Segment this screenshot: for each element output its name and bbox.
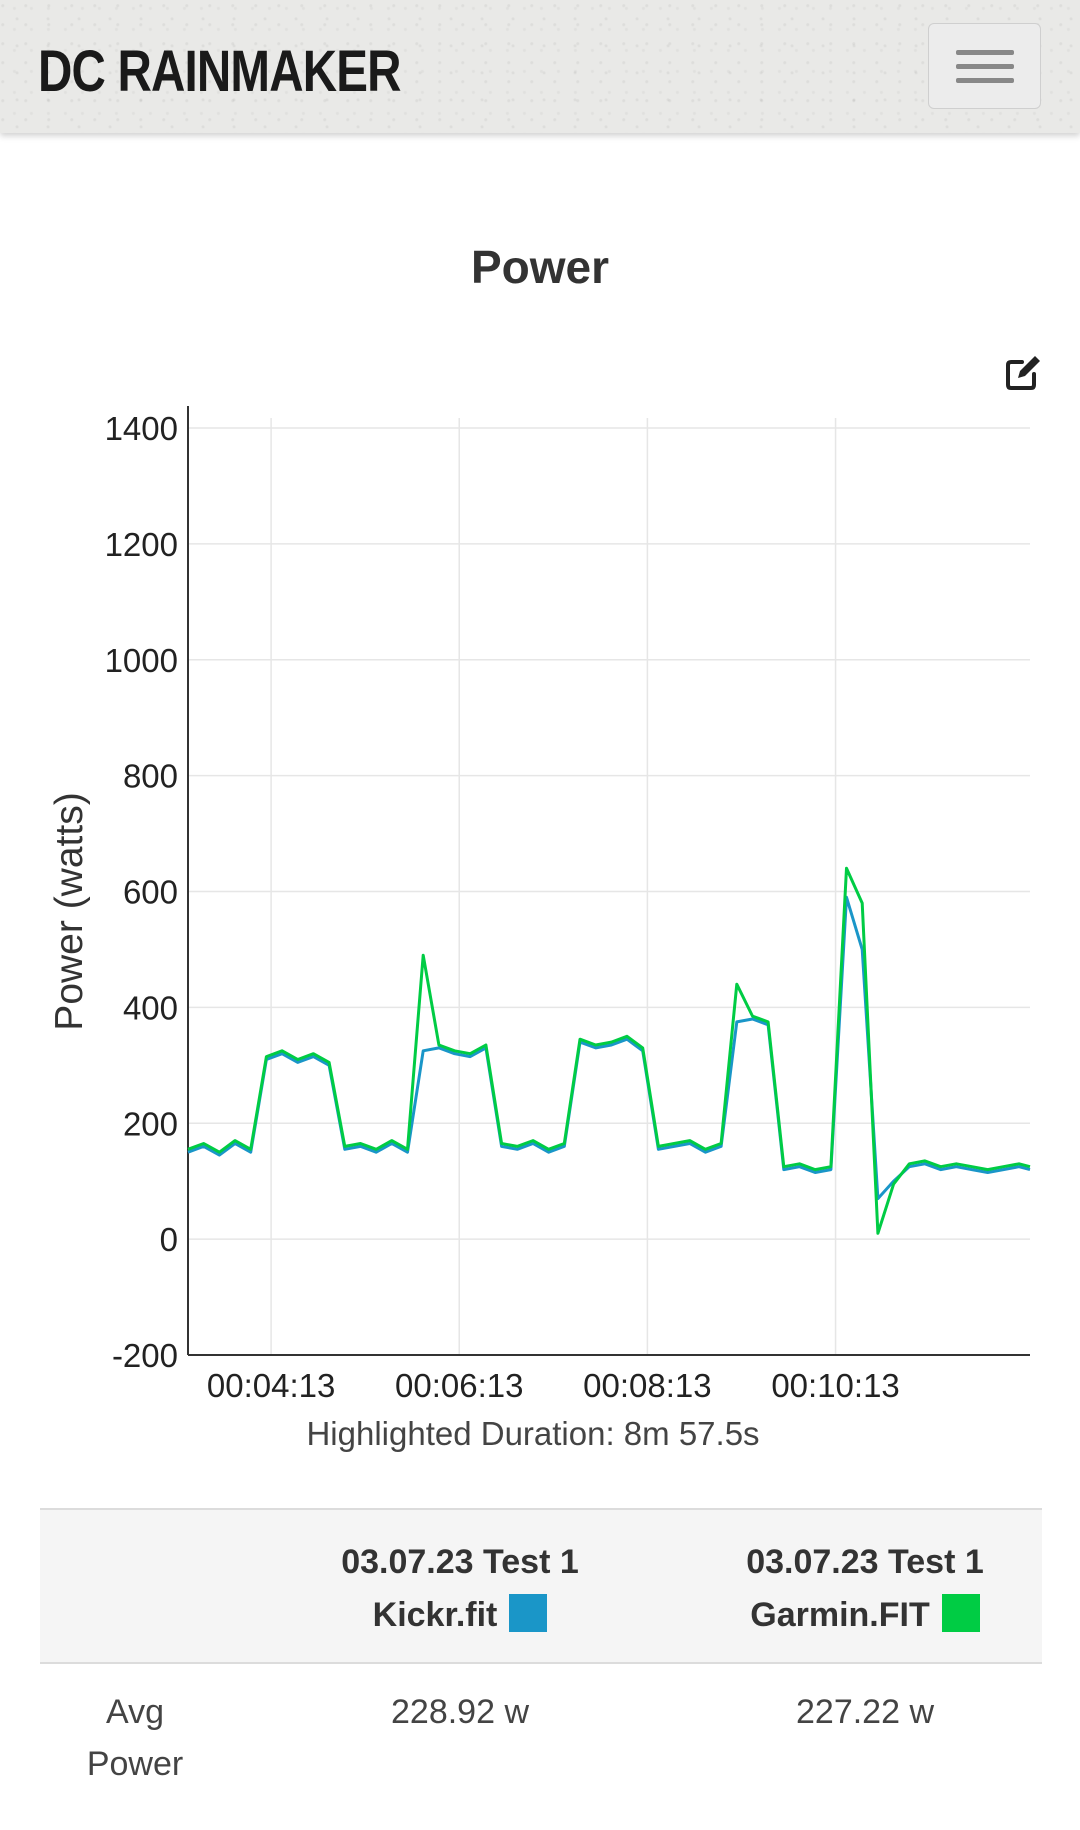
y-tick-label: -200 (112, 1337, 178, 1374)
y-axis-label: Power (watts) (48, 792, 91, 1030)
x-tick-label: 00:08:13 (583, 1367, 711, 1404)
y-tick-label: 600 (123, 874, 178, 911)
chart-title: Power (470, 241, 610, 293)
avg-power-kickr: 228.92 w (391, 1693, 529, 1731)
edit-icon[interactable] (1004, 352, 1044, 392)
power-chart: -200 0 200 400 600 800 1000 1200 1400 00:04:13 00:… (48, 406, 1031, 1452)
y-tick-label: 200 (123, 1105, 178, 1142)
hamburger-menu-icon[interactable] (928, 23, 1041, 109)
series-line-garmin (187, 866, 1031, 1235)
column-header-kickr: 03.07.23 Test 1 Kickr.fit (341, 1543, 579, 1634)
x-tick-label: 00:04:13 (207, 1367, 335, 1404)
legend-swatch-garmin (941, 1594, 980, 1632)
table-header: 03.07.23 Test 1 Kickr.fit 03.07.23 Test … (40, 1508, 1042, 1664)
y-tick-label: 800 (123, 758, 178, 795)
x-tick-label: 00:06:13 (395, 1367, 523, 1404)
legend-swatch-kickr (509, 1594, 548, 1632)
y-tick-label: 0 (160, 1221, 178, 1258)
x-axis-label: Highlighted Duration: 8m 57.5s (306, 1415, 759, 1452)
row-label-avg-power: Avg Power (86, 1693, 184, 1783)
site-logo[interactable]: DC RAINMAKER (38, 39, 402, 104)
y-tick-label: 1400 (105, 410, 178, 447)
site-header: DC RAINMAKER (0, 0, 1080, 133)
y-tick-label: 1000 (105, 642, 178, 679)
avg-power-garmin: 227.22 w (796, 1693, 934, 1731)
y-tick-label: 1200 (105, 526, 178, 563)
series-line-kickr (187, 895, 1031, 1201)
y-tick-label: 400 (123, 989, 178, 1026)
x-tick-label: 00:10:13 (771, 1367, 899, 1404)
column-header-garmin: 03.07.23 Test 1 Garmin.FIT (746, 1543, 984, 1634)
